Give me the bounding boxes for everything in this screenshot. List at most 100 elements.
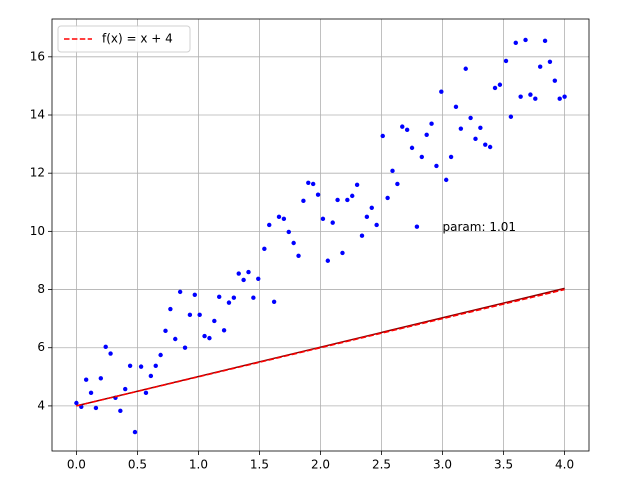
y-tick-label: 14 (30, 108, 45, 122)
line (76, 288, 565, 407)
point (182, 345, 188, 350)
point (528, 92, 533, 97)
point (364, 214, 370, 220)
annotation: param: 1.01 (443, 220, 517, 234)
point (533, 96, 538, 101)
point (562, 94, 567, 99)
point (74, 400, 79, 406)
point (108, 351, 113, 356)
x-tick-label: 4.0 (555, 458, 574, 472)
y-tick-label: 16 (30, 49, 45, 63)
point (414, 224, 420, 229)
y-tick-label: 4 (37, 398, 45, 412)
y-tick-label: 8 (37, 282, 45, 296)
point (143, 390, 149, 396)
y-tick-label: 10 (30, 224, 45, 238)
point (369, 205, 374, 210)
point (473, 136, 478, 142)
point (513, 40, 518, 46)
point (236, 271, 241, 276)
point (132, 429, 138, 435)
point (217, 294, 222, 300)
point (463, 66, 468, 71)
point (286, 229, 291, 235)
y-tick-label: 12 (30, 166, 45, 180)
point (424, 132, 429, 137)
point (354, 182, 360, 188)
point (291, 240, 296, 246)
point (448, 154, 454, 160)
point (419, 154, 424, 160)
point (315, 192, 321, 197)
point (231, 295, 237, 300)
y-tick-label: 6 (37, 340, 45, 354)
point (212, 318, 217, 324)
point (453, 104, 459, 110)
point (503, 58, 509, 64)
point (276, 214, 282, 220)
point (395, 181, 400, 187)
point (256, 276, 261, 281)
point (497, 82, 503, 87)
point (385, 195, 390, 201)
point (537, 64, 543, 69)
point (153, 363, 158, 368)
point (148, 373, 154, 379)
point (127, 363, 133, 368)
point (83, 377, 89, 382)
point (93, 405, 99, 411)
point (246, 269, 251, 275)
point (192, 292, 197, 297)
point (508, 114, 514, 119)
point (262, 246, 267, 252)
point (88, 390, 94, 396)
point (518, 94, 523, 99)
point (103, 344, 108, 350)
point (487, 144, 493, 150)
x-tick-label: 0.5 (128, 458, 147, 472)
x-tick-label: 2.0 (311, 458, 330, 472)
point (330, 220, 335, 225)
point (187, 312, 193, 318)
point (168, 306, 173, 312)
legend-label: f(x) = x + 4 (102, 32, 173, 46)
point (320, 216, 326, 222)
x-tick-label: 1.5 (250, 458, 269, 472)
point (350, 193, 355, 199)
point (400, 124, 405, 129)
point (340, 250, 345, 256)
point (458, 126, 464, 131)
point (492, 85, 498, 91)
x-tick-label: 2.5 (372, 458, 391, 472)
point (267, 222, 272, 228)
point (241, 277, 246, 283)
point (434, 163, 439, 169)
point (374, 222, 379, 228)
point (301, 198, 306, 204)
point (123, 386, 128, 392)
point (552, 78, 558, 83)
x-tick-label: 3.0 (433, 458, 452, 472)
point (197, 312, 202, 318)
legend: f(x) = x + 4 (57, 25, 191, 53)
point (409, 145, 415, 151)
point (173, 336, 178, 342)
x-tick-label: 1.0 (189, 458, 208, 472)
point (547, 59, 553, 64)
x-tick-label: 0.0 (67, 458, 86, 472)
point (296, 253, 301, 258)
point (310, 181, 316, 187)
point (345, 197, 350, 203)
point (359, 233, 365, 238)
point (468, 115, 473, 121)
point (429, 121, 434, 126)
point (523, 37, 528, 43)
legend-box (57, 25, 191, 53)
point (163, 328, 168, 334)
point (306, 180, 311, 185)
point (118, 408, 123, 414)
point (226, 300, 232, 305)
point (158, 352, 163, 358)
